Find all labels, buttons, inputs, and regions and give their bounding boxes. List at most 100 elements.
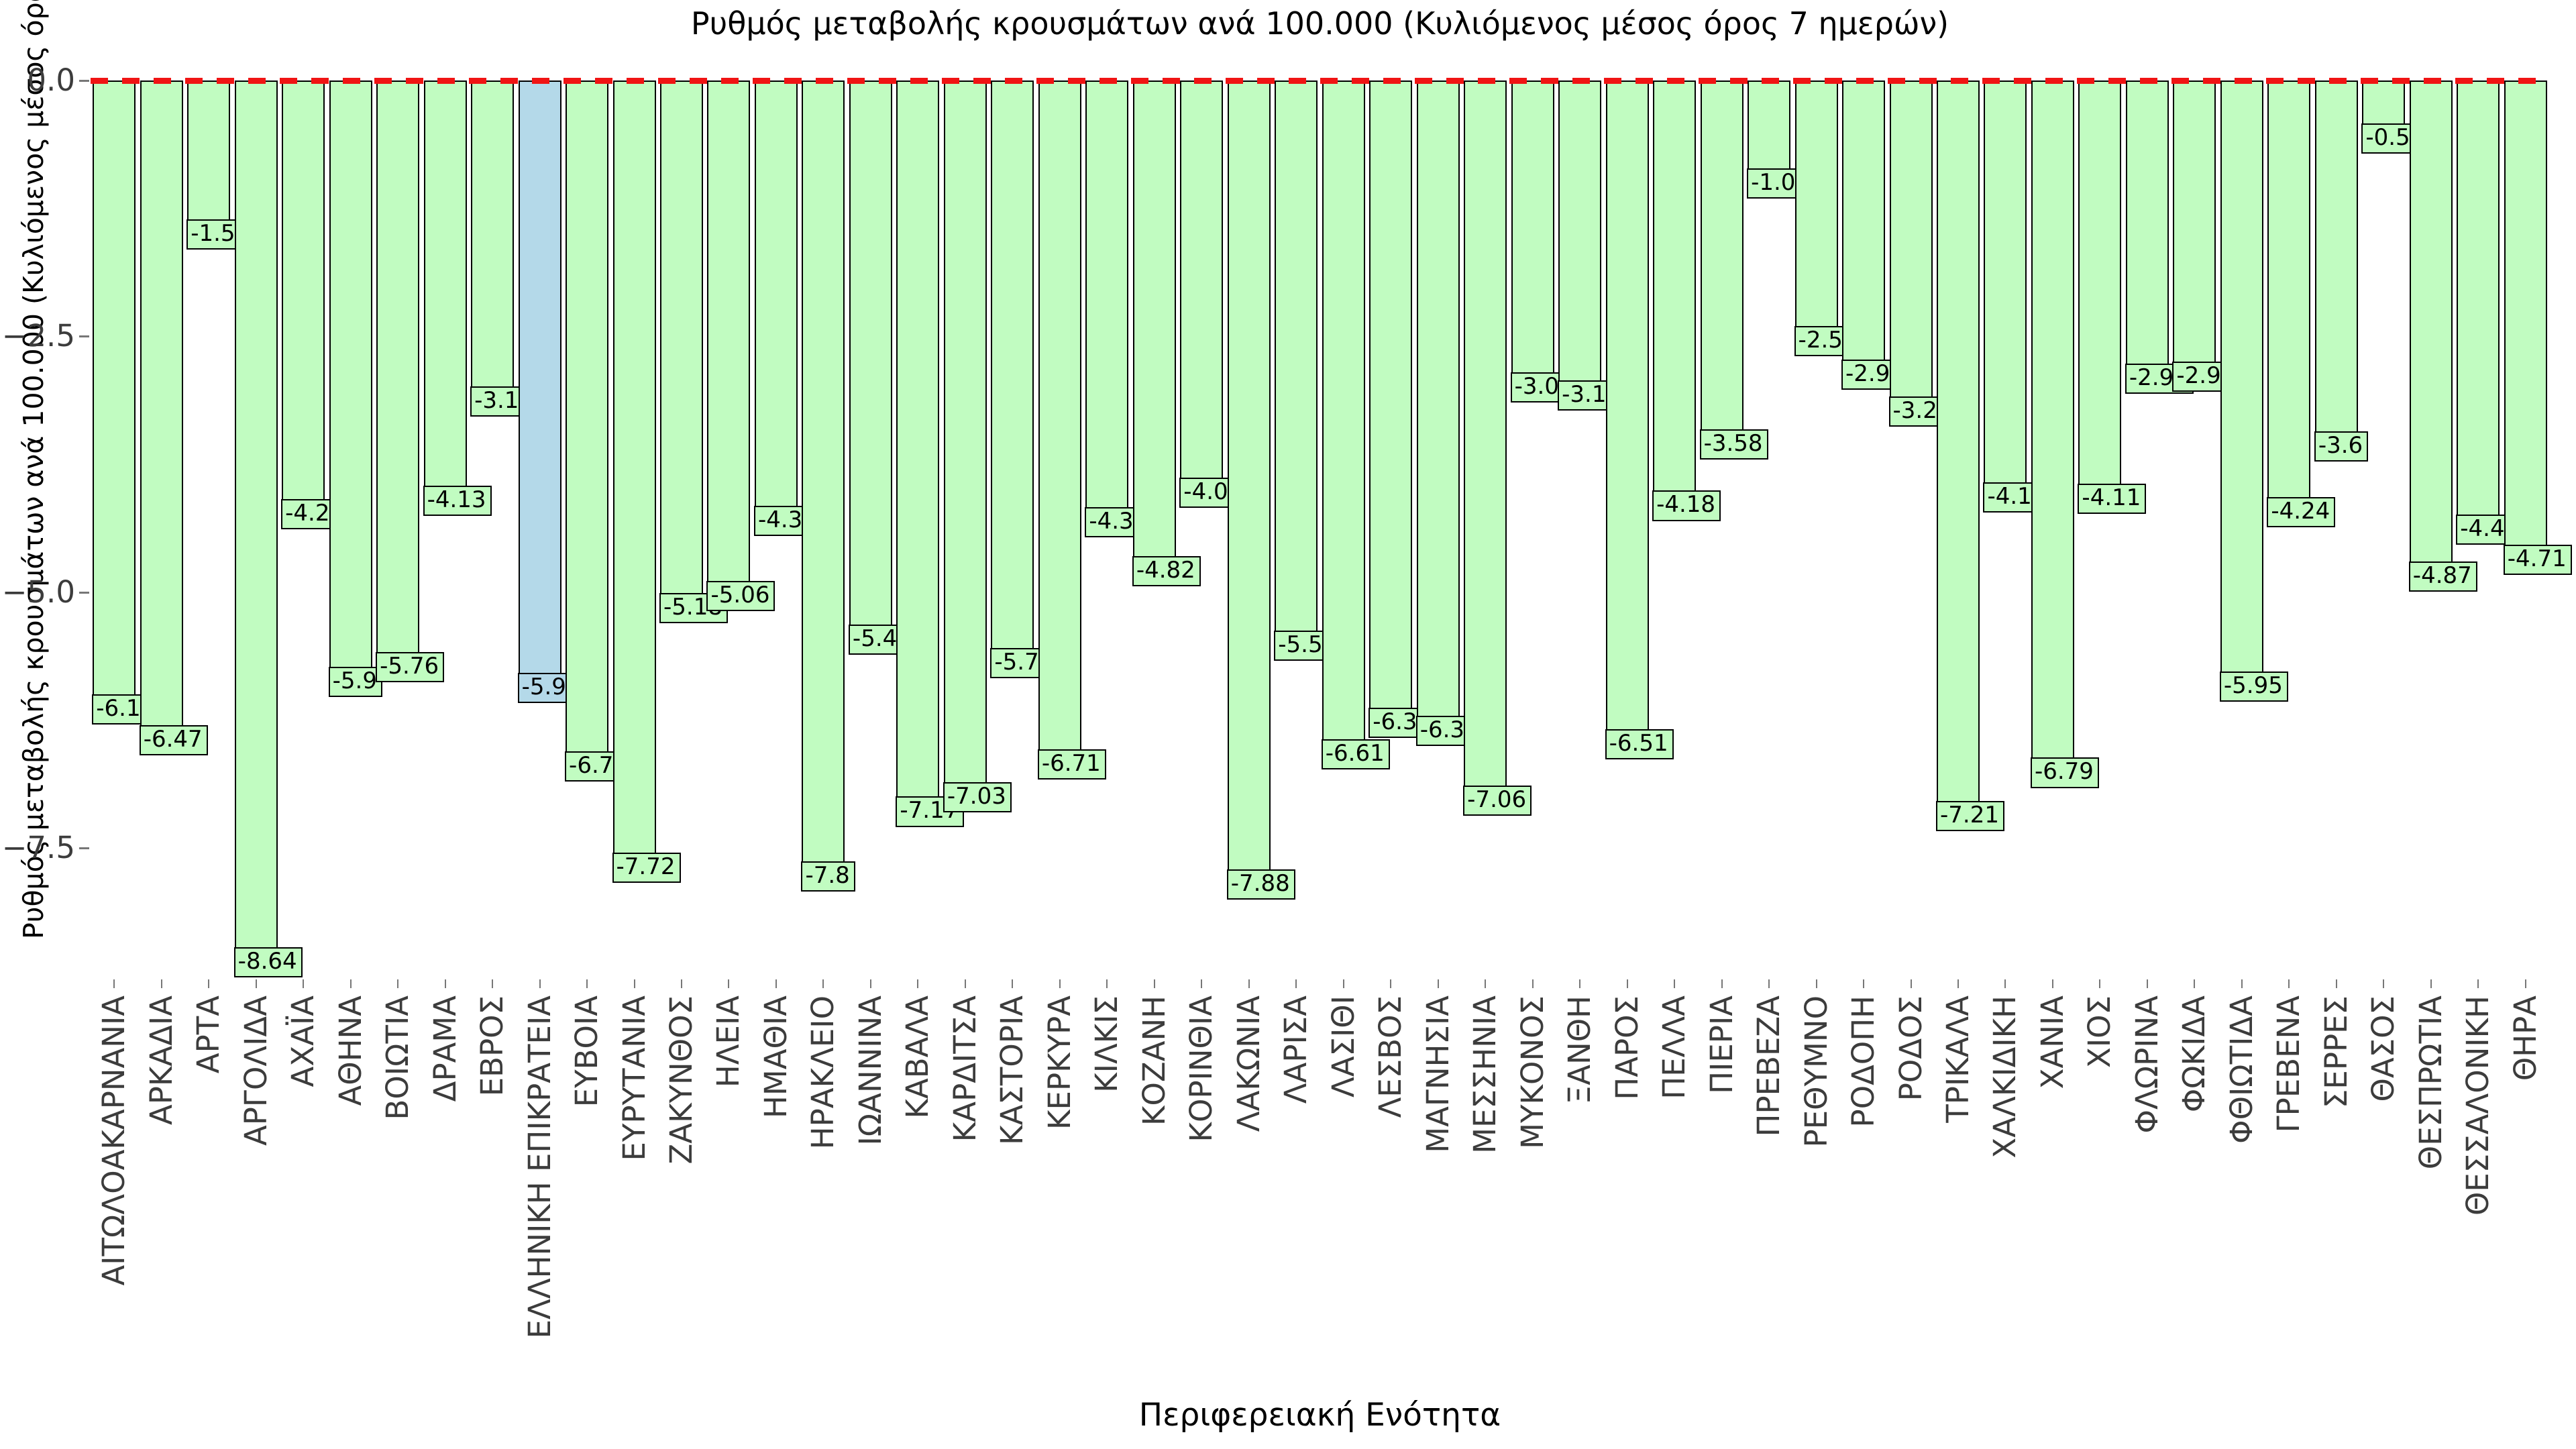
x-tick-mark [208,979,210,988]
x-tick-mark [160,979,162,988]
x-tick-mark [2241,979,2243,988]
bar-value-label: -4.18 [1652,490,1721,521]
x-tick-label: ΠΑΡΟΣ [1609,996,1645,1100]
bar-value-label: -4.87 [2408,561,2477,592]
x-tick-mark [1579,979,1581,988]
bar: -4.87 [2408,80,2477,592]
x-tick-mark [1201,979,1203,988]
x-tick-mark [2430,979,2432,988]
x-tick-mark [2335,979,2337,988]
bar-value-label: -4.71 [2503,545,2572,576]
x-tick-label: ΖΑΚΥΝΘΟΣ [663,996,699,1165]
x-tick-label: ΑΧΑΪΑ [285,996,321,1087]
x-tick-label: ΡΟΔΟΣ [1892,996,1929,1102]
y-tick-mark [79,335,89,338]
x-tick-mark [1059,979,1061,988]
x-tick-label: ΓΡΕΒΕΝΑ [2271,996,2307,1133]
bar-highlighted: -5.96 [517,80,586,703]
bar-value-label: -7.72 [612,853,681,883]
y-tick-mark [79,591,89,594]
bar: -7.8 [801,80,855,892]
y-tick-mark [79,80,89,82]
x-tick-label: ΘΑΣΟΣ [2365,996,2402,1102]
bar-value-label: -3.58 [1699,429,1768,460]
bar-value-label: -7.88 [1226,869,1295,900]
x-tick-label: ΑΡΚΑΔΙΑ [143,996,179,1126]
x-tick-mark [2194,979,2196,988]
x-tick-mark [1721,979,1723,988]
x-tick-label: ΘΕΣΣΑΛΟΝΙΚΗ [2460,996,2496,1216]
bar: -1.03 [1747,80,1816,199]
x-tick-label: ΛΑΣΙΘΙ [1325,996,1361,1097]
bar: -5.9 [328,80,382,697]
bar-value-label: -4.1 [1983,482,2037,513]
bar: -4.1 [1983,80,2037,513]
bar: -6.47 [139,80,208,755]
x-tick-mark [1957,979,1959,988]
bar-value-label: -7.06 [1463,785,1532,816]
bar: -3.6 [2314,80,2369,462]
bar: -0.59 [2361,80,2430,154]
bar-value-label: -5.06 [706,580,775,611]
x-tick-label: ΑΡΓΟΛΙΔΑ [237,996,274,1146]
bar: -6.51 [1605,80,1674,759]
x-tick-mark [1485,979,1487,988]
x-tick-mark [1295,979,1297,988]
bar-value-label: -4.24 [2267,496,2336,527]
x-tick-mark [917,979,919,988]
bar: -4.11 [2078,80,2147,514]
y-tick-mark [79,847,89,849]
x-tick-label: ΒΟΙΩΤΙΑ [380,996,416,1120]
x-tick-label: ΠΡΕΒΕΖΑ [1751,996,1787,1137]
bar-value-label: -4.82 [1132,556,1201,587]
y-tick-label: −2.5 [1,318,75,354]
x-tick-mark [397,979,399,988]
x-tick-label: ΤΡΙΚΑΛΑ [1939,996,1976,1123]
bar: -2.9 [1841,80,1896,390]
bar: -5.55 [1274,80,1343,661]
bar: -3.58 [1699,80,1768,460]
x-tick-label: ΦΘΙΩΤΙΔΑ [2223,996,2259,1144]
bar: -6.61 [1321,80,1390,770]
bar: -7.72 [612,80,681,883]
y-tick-label: −5.0 [1,574,75,610]
x-tick-mark [586,979,588,988]
x-tick-mark [492,979,494,988]
x-tick-mark [1153,979,1155,988]
bar: -3.1 [1558,80,1612,411]
bar: -4.33 [753,80,822,537]
bar-value-label: -5.76 [376,652,445,683]
x-tick-label: ΑΘΗΝΑ [332,996,368,1106]
x-tick-mark [2524,979,2526,988]
x-axis-label: Περιφερειακή Ενότητα [1138,1397,1501,1434]
bar: -4.71 [2503,80,2572,576]
x-tick-label: ΙΩΑΝΝΙΝΑ [852,996,888,1146]
x-tick-label: ΕΛΛΗΝΙΚΗ ΕΠΙΚΡΑΤΕΙΑ [521,996,557,1339]
bar-value-label: -6.47 [139,724,208,755]
x-tick-label: ΡΕΘΥΜΝΟ [1798,996,1834,1148]
x-tick-label: ΚΟΡΙΝΘΙΑ [1183,996,1220,1142]
x-tick-label: ΜΕΣΣΗΝΙΑ [1467,996,1503,1154]
x-tick-label: ΑΙΤΩΛΟΑΚΑΡΝΑΝΙΑ [96,996,132,1286]
y-tick-label: −7.5 [1,829,75,865]
bar-value-label: -4.13 [423,485,492,516]
bar: -7.21 [1935,80,2004,831]
bar: -4.18 [1652,80,1721,521]
x-tick-mark [1863,979,1865,988]
chart-title: Ρυθμός μεταβολής κρουσμάτων ανά 100.000 … [690,5,1949,42]
x-tick-mark [1910,979,1912,988]
x-tick-label: ΜΥΚΟΝΟΣ [1514,996,1550,1149]
bar-value-label: -5.9 [328,666,382,697]
x-tick-label: ΕΥΡΥΤΑΝΙΑ [616,996,652,1161]
x-tick-label: ΞΑΝΘΗ [1562,996,1598,1105]
bar-value-label: -7.03 [943,782,1012,813]
x-tick-label: ΧΑΛΚΙΔΙΚΗ [1987,996,2023,1159]
bar: -4.82 [1132,80,1201,587]
bar: -6.3 [1368,80,1423,738]
x-tick-label: ΠΙΕΡΙΑ [1703,996,1739,1094]
x-tick-label: ΠΕΛΛΑ [1656,996,1693,1099]
x-tick-label: ΣΕΡΡΕΣ [2318,996,2354,1109]
x-tick-mark [2051,979,2053,988]
x-tick-label: ΚΕΡΚΥΡΑ [1041,996,1077,1130]
x-tick-mark [255,979,257,988]
